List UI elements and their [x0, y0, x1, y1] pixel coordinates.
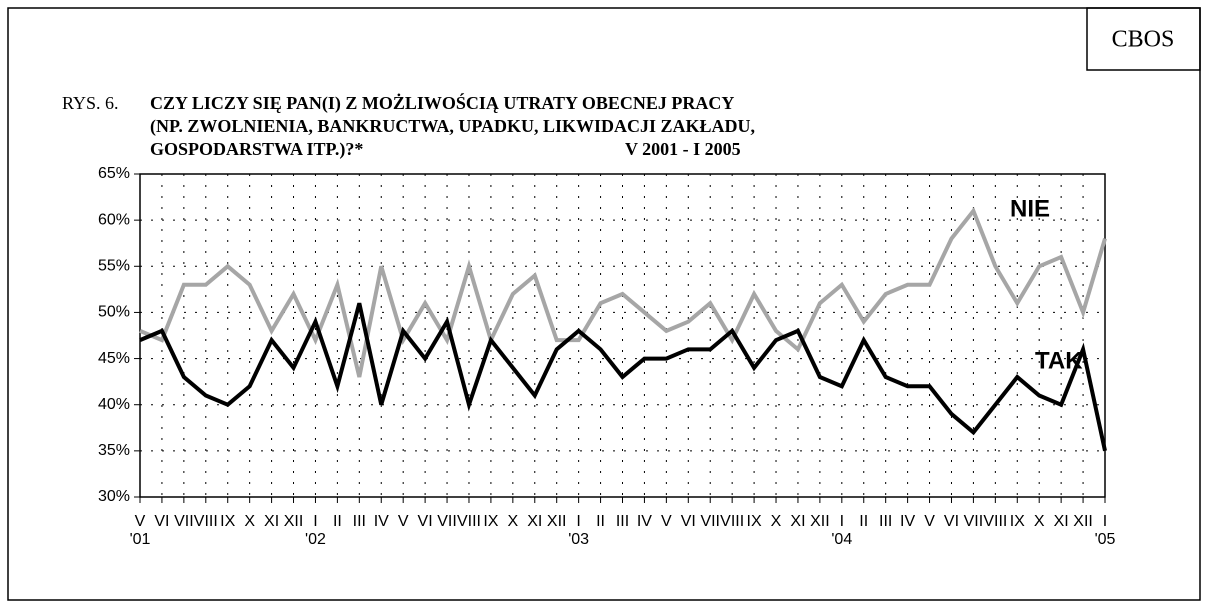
title-line: (NP. ZWOLNIENIA, BANKRUCTWA, UPADKU, LIK… — [150, 116, 755, 137]
x-tick-label: XII — [547, 513, 567, 530]
x-tick-label: II — [859, 513, 868, 530]
x-year-label: '01 — [130, 531, 151, 548]
x-tick-label: V — [398, 513, 409, 530]
x-tick-label: I — [1103, 513, 1107, 530]
y-tick-label: 50% — [98, 304, 130, 321]
x-tick-label: VI — [418, 513, 433, 530]
x-tick-label: XII — [1073, 513, 1093, 530]
x-tick-label: XI — [790, 513, 805, 530]
x-tick-label: X — [1034, 513, 1045, 530]
x-tick-label: VI — [154, 513, 169, 530]
badge: CBOS — [1112, 27, 1175, 53]
x-tick-label: XII — [284, 513, 304, 530]
x-year-label: '03 — [568, 531, 589, 548]
y-tick-label: 30% — [98, 488, 130, 505]
x-tick-label: VI — [681, 513, 696, 530]
title-line: CZY LICZY SIĘ PAN(I) Z MOŻLIWOŚCIĄ UTRAT… — [150, 92, 734, 114]
y-tick-label: 40% — [98, 396, 130, 413]
x-tick-label: X — [244, 513, 255, 530]
x-tick-label: VII — [700, 513, 720, 530]
x-year-label: '02 — [305, 531, 326, 548]
y-tick-label: 55% — [98, 258, 130, 275]
x-tick-label: X — [771, 513, 782, 530]
x-tick-label: X — [508, 513, 519, 530]
period: V 2001 - I 2005 — [625, 139, 741, 159]
x-tick-label: VIII — [194, 513, 218, 530]
x-tick-label: VI — [944, 513, 959, 530]
y-tick-label: 60% — [98, 211, 130, 228]
x-tick-label: IV — [374, 513, 389, 530]
x-tick-label: II — [333, 513, 342, 530]
x-tick-label: XI — [264, 513, 279, 530]
x-tick-label: VIII — [457, 513, 481, 530]
x-tick-label: III — [879, 513, 892, 530]
series-label: TAK — [1035, 347, 1083, 374]
x-tick-label: XII — [810, 513, 830, 530]
y-tick-label: 65% — [98, 165, 130, 182]
x-tick-label: VII — [964, 513, 984, 530]
x-tick-label: IX — [220, 513, 235, 530]
x-tick-label: IX — [483, 513, 498, 530]
x-tick-label: XI — [1054, 513, 1069, 530]
series-line — [139, 206, 1107, 378]
x-tick-label: V — [924, 513, 935, 530]
x-tick-label: IV — [900, 513, 915, 530]
x-tick-label: VII — [174, 513, 194, 530]
series-line — [139, 302, 1107, 452]
y-tick-label: 35% — [98, 442, 130, 459]
x-tick-label: VIII — [720, 513, 744, 530]
x-tick-label: IX — [747, 513, 762, 530]
title-line: GOSPODARSTWA ITP.)?* — [150, 139, 363, 160]
x-tick-label: XI — [527, 513, 542, 530]
x-tick-label: IV — [637, 513, 652, 530]
x-tick-label: IX — [1010, 513, 1025, 530]
y-tick-label: 45% — [98, 350, 130, 367]
x-tick-label: III — [616, 513, 629, 530]
x-tick-label: II — [596, 513, 605, 530]
x-tick-label: VII — [437, 513, 457, 530]
x-tick-label: III — [353, 513, 366, 530]
series-label: NIE — [1010, 195, 1050, 222]
x-tick-label: VIII — [983, 513, 1007, 530]
plot-border — [139, 173, 1106, 498]
x-year-label: '05 — [1095, 531, 1116, 548]
figure-label: RYS. 6. — [62, 93, 119, 113]
x-tick-label: V — [135, 513, 146, 530]
x-tick-label: V — [661, 513, 672, 530]
x-year-label: '04 — [831, 531, 852, 548]
frame — [7, 7, 1201, 601]
x-tick-label: I — [313, 513, 317, 530]
x-tick-label: I — [840, 513, 844, 530]
badge-box — [1086, 7, 1201, 71]
x-tick-label: I — [576, 513, 580, 530]
